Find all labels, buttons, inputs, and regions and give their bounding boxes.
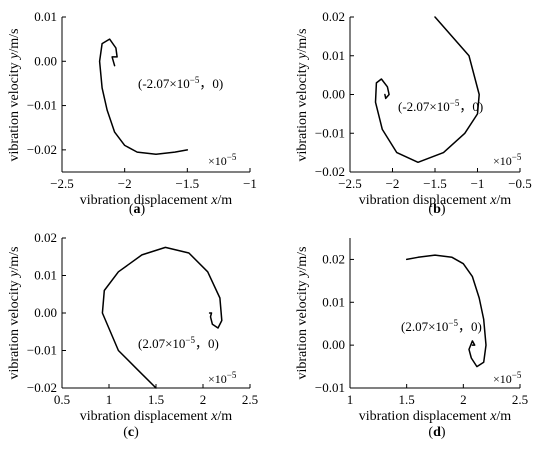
equilibrium-annotation: (-2.07×10−5，0): [398, 98, 483, 114]
y-tick-label: 0.02: [322, 251, 345, 266]
x-tick-label: 2.5: [242, 392, 258, 407]
x-multiplier-label: ×10−5: [208, 152, 237, 168]
x-tick-label: −2.5: [338, 176, 362, 191]
x-tick-label: 2: [200, 392, 207, 407]
y-axis-label: vibration velocity y/m/s: [7, 247, 22, 380]
y-tick-label: −0.01: [27, 343, 57, 358]
chart-panel-b: −2.5 −2 −1.5 −1 −0.5 0.02 0.01 0.00 −0.01 −0.02 vi…: [295, 9, 532, 217]
y-tick-label: 0.00: [34, 305, 57, 320]
x-multiplier-label: ×10−5: [208, 370, 237, 386]
equilibrium-annotation: (-2.07×10−5，0): [138, 75, 223, 91]
x-axis-label: vibration displacement x/m: [80, 193, 233, 208]
x-tick-label: 0.5: [54, 392, 70, 407]
chart-panel-c: 0.5 1 1.5 2 2.5 0.02 0.01 0.00 −0.01 −0.02 vibrati…: [7, 230, 258, 440]
y-axis-label: vibration velocity y/m/s: [7, 29, 22, 162]
panel-label: (c): [123, 425, 139, 440]
y-tick-label: −0.02: [315, 164, 345, 179]
y-axis-label: vibration velocity y/m/s: [295, 29, 310, 162]
y-tick-label: 0.00: [34, 53, 57, 68]
y-tick-label: −0.02: [27, 142, 57, 157]
y-tick-label: 0.02: [322, 9, 345, 24]
x-tick-label: −1.5: [423, 176, 447, 191]
x-axis-label: vibration displacement x/m: [80, 409, 233, 424]
panel-label: (b): [428, 202, 445, 217]
chart-panel-d: 1 1.5 2 2.5 0.02 0.01 0.00 −0.01 vibration displ…: [295, 238, 528, 440]
y-tick-label: −0.02: [27, 380, 57, 395]
y-tick-label: 0.00: [322, 87, 345, 102]
equilibrium-annotation: (2.07×10−5，0): [138, 335, 219, 351]
x-tick-label: −1.5: [176, 176, 200, 191]
x-tick-label: −2: [386, 176, 400, 191]
x-tick-label: 1.5: [399, 392, 415, 407]
panel-label: (d): [428, 425, 445, 440]
x-tick-label: −1: [243, 176, 257, 191]
y-tick-label: 0.01: [34, 268, 57, 283]
y-tick-label: 0.01: [322, 48, 345, 63]
y-tick-label: 0.02: [34, 230, 57, 245]
x-multiplier-label: ×10−5: [493, 370, 522, 386]
chart-panel-a: −2.5 −2 −1.5 −1 0.01 0.00 −0.01 −0.02 vibration …: [7, 9, 257, 217]
trajectory-line: [374, 16, 480, 164]
x-tick-label: −2.5: [50, 176, 74, 191]
x-tick-label: −2: [118, 176, 132, 191]
y-tick-label: −0.01: [27, 98, 57, 113]
y-tick-label: −0.01: [315, 125, 345, 140]
equilibrium-annotation: (2.07×10−5，0): [401, 318, 482, 334]
x-tick-label: 1.5: [148, 392, 164, 407]
x-multiplier-label: ×10−5: [493, 152, 522, 168]
y-tick-label: −0.01: [315, 380, 345, 395]
x-axis-label: vibration displacement x/m: [359, 193, 512, 208]
trajectory-line: [101, 246, 223, 389]
x-axis-label: vibration displacement x/m: [359, 409, 512, 424]
x-tick-label: 1: [106, 392, 113, 407]
panel-label: (a): [129, 202, 146, 217]
y-axis-label: vibration velocity y/m/s: [295, 247, 310, 380]
x-tick-label: 1: [347, 392, 354, 407]
x-tick-label: −1: [471, 176, 485, 191]
y-tick-label: 0.00: [322, 337, 345, 352]
y-tick-label: 0.01: [322, 294, 345, 309]
x-tick-label: 2: [460, 392, 467, 407]
trajectory-line: [405, 254, 487, 368]
x-tick-label: 2.5: [512, 392, 528, 407]
y-tick-label: 0.01: [34, 9, 57, 24]
trajectory-line: [98, 38, 189, 156]
x-tick-label: −0.5: [508, 176, 532, 191]
